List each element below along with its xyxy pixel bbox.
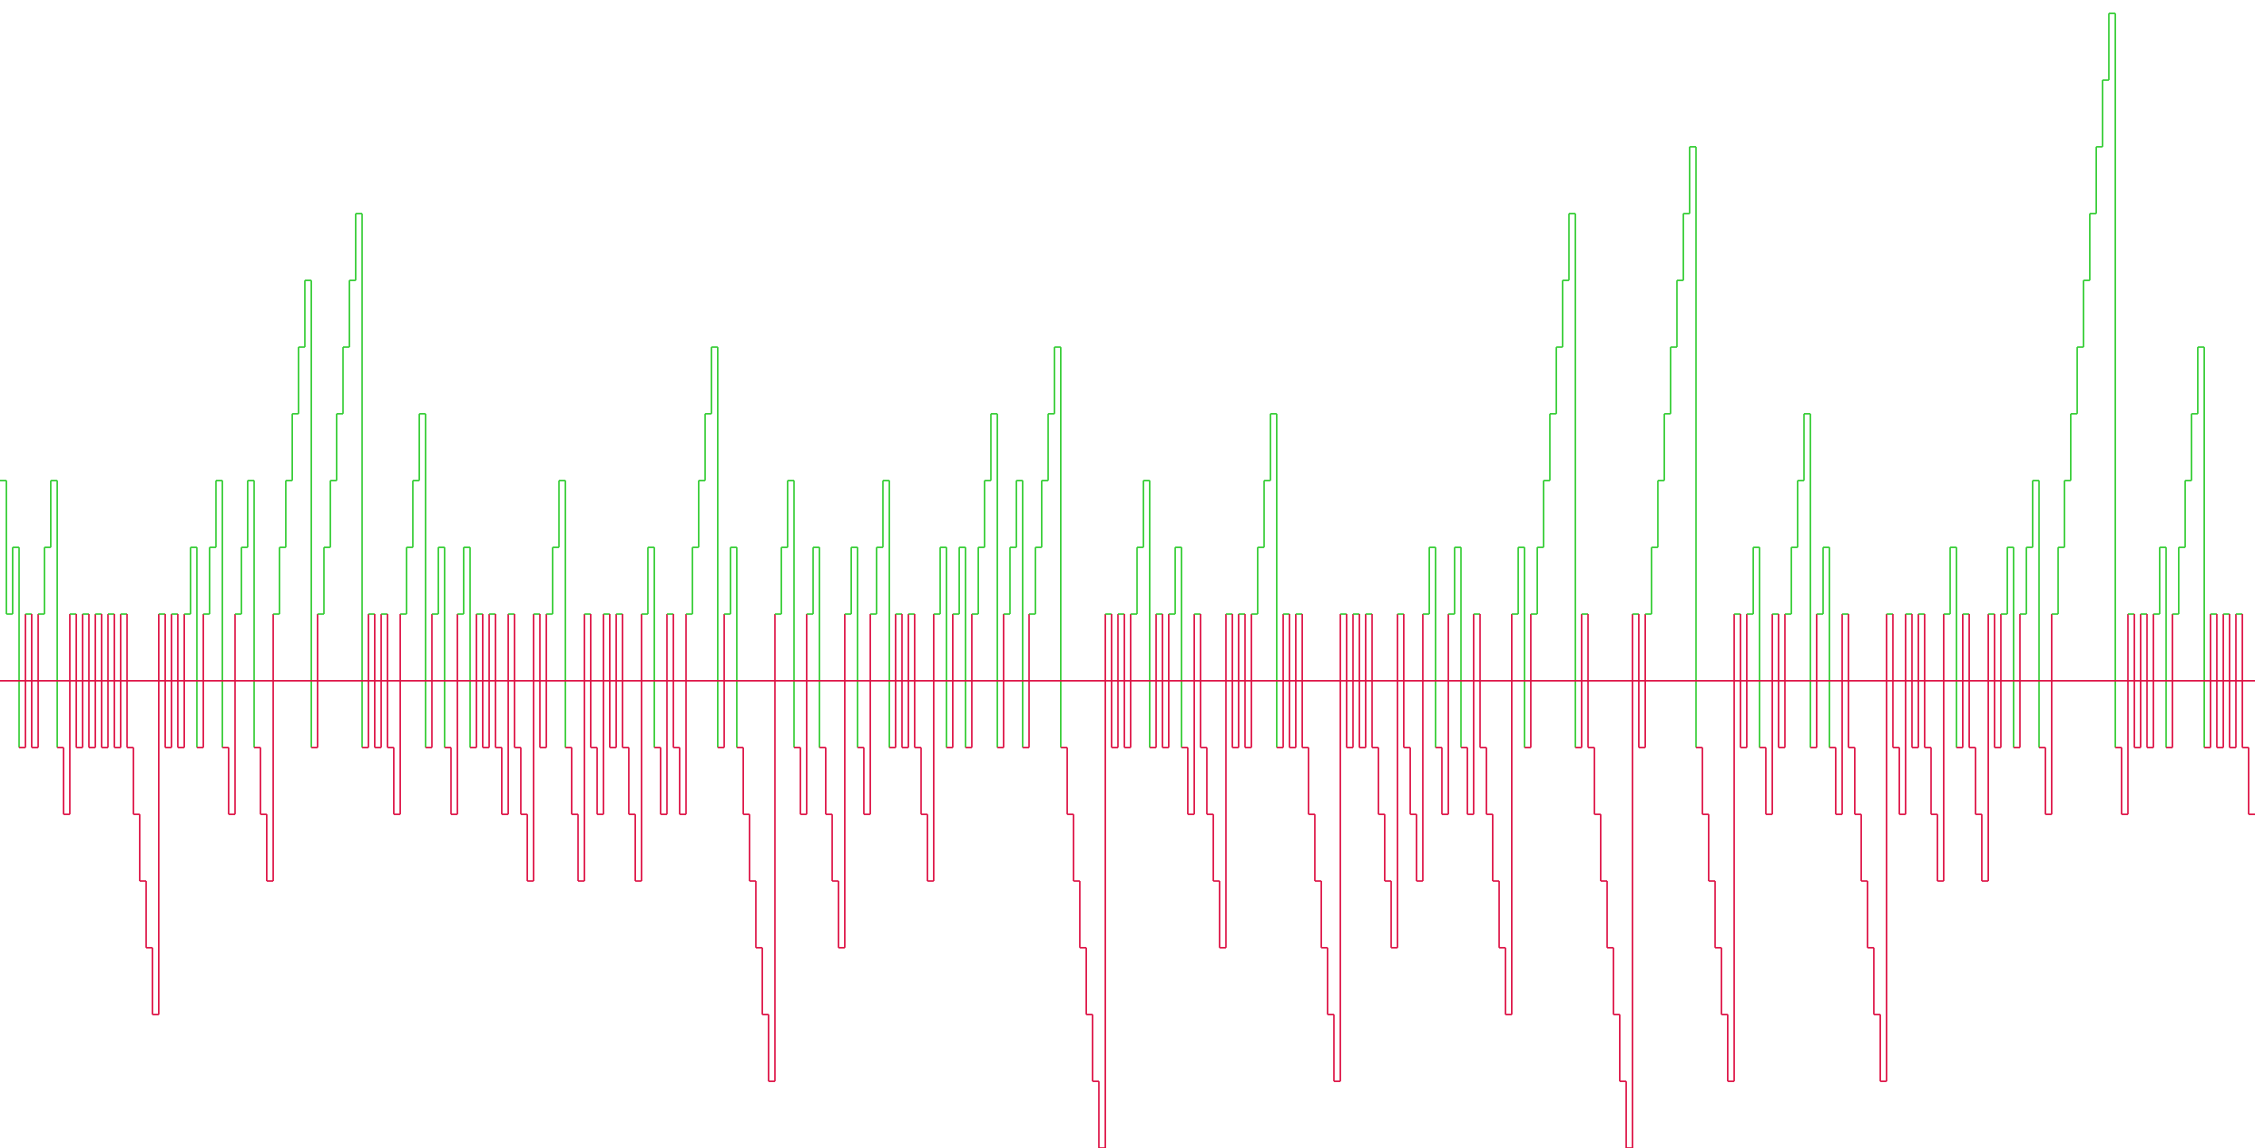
series-layer (0, 12, 2255, 1148)
